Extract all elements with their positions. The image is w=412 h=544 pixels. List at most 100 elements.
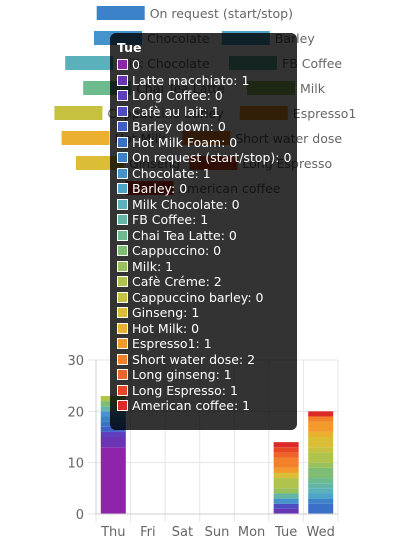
tooltip-swatch (117, 59, 128, 71)
tooltip-item: Long Coffee: 0 (117, 88, 297, 104)
tooltip-item: Espresso1: 1 (117, 336, 297, 352)
tooltip-swatch (117, 136, 128, 148)
tooltip-item-label: 0 (132, 57, 140, 72)
tooltip-item: Ginseng: 1 (117, 305, 297, 321)
tooltip-item-label: Cappuccino barley: 0 (132, 289, 264, 305)
tooltip-item: Hot Milk: 0 (117, 321, 297, 337)
tooltip-title: Tue (117, 40, 142, 55)
tooltip-item: On request (start/stop): 0 (117, 150, 297, 166)
bar-segment[interactable] (308, 478, 334, 484)
tooltip-swatch (117, 214, 128, 226)
x-tick-label: Mon (238, 525, 265, 540)
tooltip-swatch (117, 338, 128, 350)
bar-segment[interactable] (308, 488, 334, 494)
tooltip-swatch (117, 105, 128, 117)
bar-segment[interactable] (273, 493, 299, 499)
tooltip-item: Milk Chocolate: 0 (117, 197, 297, 213)
bar-segment[interactable] (308, 467, 334, 479)
tooltip-swatch (117, 307, 128, 319)
bar-segment[interactable] (308, 431, 334, 437)
y-tick-label: 10 (67, 457, 84, 472)
bar-segment[interactable] (308, 483, 334, 489)
bar-segment[interactable] (308, 493, 334, 499)
bar-segment[interactable] (308, 411, 334, 417)
tooltip-item-label: Long ginseng: 1 (132, 367, 232, 382)
x-tick-label: Sun (205, 525, 230, 540)
tooltip-swatch (117, 384, 128, 396)
bar-segment[interactable] (273, 503, 299, 509)
tooltip-item-label: Short water dose: 2 (132, 351, 256, 367)
bar-segment[interactable] (308, 437, 334, 448)
legend-label[interactable]: On request (start/stop) (150, 6, 293, 21)
y-tick-label: 30 (67, 354, 84, 369)
bar-segment[interactable] (273, 508, 299, 514)
tooltip-item-label: Ginseng: 1 (132, 305, 200, 320)
bar-segment[interactable] (273, 478, 299, 489)
tooltip-item-label: American coffee: 1 (132, 398, 251, 413)
bar-segment[interactable] (273, 442, 299, 448)
tooltip-swatch (117, 322, 128, 334)
tooltip-item-label: FB Coffee: 1 (132, 212, 209, 227)
tooltip-item-label: Barley down: 0 (132, 119, 226, 134)
tooltip-item-label: Hot Milk: 0 (132, 320, 200, 336)
bar-segment[interactable] (100, 431, 126, 437)
legend-swatch[interactable] (61, 131, 110, 145)
chart-axes: 0 10 20 30 Thu Fri Sat Sun Mon Tue Wed (67, 354, 338, 540)
legend-swatch[interactable] (96, 6, 145, 20)
tooltip-swatch (117, 198, 128, 210)
tooltip-item: Milk: 1 (117, 259, 297, 275)
tooltip-item-label: Hot Milk Foam: 0 (132, 134, 238, 150)
legend-swatch[interactable] (54, 106, 103, 120)
bar-segment[interactable] (308, 452, 334, 463)
tooltip-item-label: Milk Chocolate: 0 (132, 196, 240, 212)
legend-label[interactable]: Espresso1 (293, 106, 357, 121)
bar-segment[interactable] (308, 498, 334, 504)
bar-segment[interactable] (273, 498, 299, 504)
tooltip-item-label: Chai Tea Latte: 0 (132, 227, 237, 243)
tooltip-swatch (117, 90, 128, 102)
bar-segment[interactable] (100, 447, 126, 514)
y-tick-label: 0 (76, 508, 84, 523)
legend-label[interactable]: Milk (300, 81, 326, 96)
tooltip-item: Hot Milk Foam: 0 (117, 135, 297, 151)
legend-swatch[interactable] (65, 56, 114, 70)
tooltip-swatch (117, 400, 128, 412)
tooltip-swatch (117, 353, 128, 365)
tooltip-item: Long ginseng: 1 (117, 367, 297, 383)
legend-label[interactable]: FB Coffee (282, 56, 342, 71)
tooltip-item: Cafè au lait: 1 (117, 104, 297, 120)
tooltip-swatch (117, 121, 128, 133)
bar-segment[interactable] (273, 488, 299, 494)
bar-segment[interactable] (308, 416, 334, 422)
bar-segment[interactable] (308, 462, 334, 468)
bar-segment[interactable] (273, 447, 299, 453)
tooltip-item-label: Cafè Créme: 2 (132, 274, 222, 289)
tooltip-swatch (117, 276, 128, 288)
tooltip-swatch (117, 152, 128, 164)
bar-segment[interactable] (308, 421, 334, 432)
chart-tooltip: Tue 0 Latte macchiato: 1 Long Coffee: 0 Caf… (110, 33, 297, 430)
tooltip-item: 0 (117, 57, 297, 73)
tooltip-swatch (117, 167, 128, 179)
bar-segment[interactable] (273, 457, 299, 468)
tooltip-swatch (117, 369, 128, 381)
bar-segment[interactable] (273, 472, 299, 479)
bar-segment[interactable] (308, 503, 334, 514)
tooltip-item-label: Chocolate: 1 (132, 165, 211, 181)
x-tick-label: Wed (307, 525, 335, 540)
tooltip-item: Barley down: 0 (117, 119, 297, 135)
tooltip-item: Cappuccino barley: 0 (117, 290, 297, 306)
tooltip-swatch (117, 291, 128, 303)
tooltip-item: Barley: 0 (117, 181, 297, 197)
x-tick-label: Tue (274, 525, 297, 540)
x-tick-label: Sat (172, 525, 193, 540)
tooltip-item-label: Long Espresso: 1 (132, 382, 238, 398)
bar-segment[interactable] (273, 452, 299, 458)
tooltip-swatch (117, 183, 128, 195)
tooltip-item-label: On request (start/stop): 0 (132, 150, 292, 165)
bar-segment[interactable] (308, 447, 334, 453)
bar-segment[interactable] (273, 467, 299, 473)
bar-segment[interactable] (100, 437, 126, 448)
tooltip-item-label: Milk: 1 (132, 258, 174, 274)
x-tick-label: Thu (100, 525, 125, 540)
